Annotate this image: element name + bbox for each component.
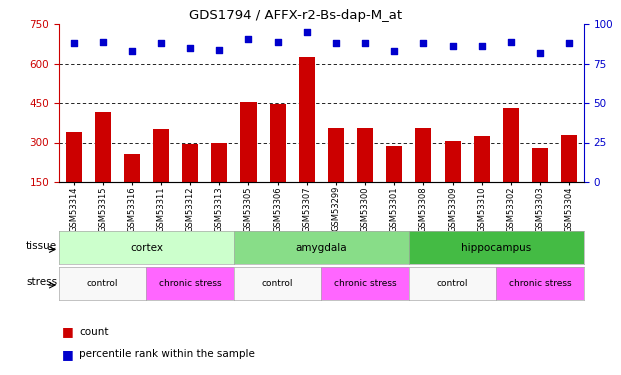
Bar <box>415 128 432 182</box>
Text: stress: stress <box>26 277 57 287</box>
Bar <box>66 132 81 182</box>
Bar <box>270 104 286 182</box>
Point <box>389 48 399 54</box>
Point <box>535 50 545 56</box>
Text: chronic stress: chronic stress <box>333 279 396 288</box>
Text: tissue: tissue <box>26 241 57 251</box>
Bar <box>211 142 227 182</box>
Bar <box>503 108 519 182</box>
Point <box>68 40 78 46</box>
Point <box>419 40 428 46</box>
Bar <box>328 128 344 182</box>
Text: chronic stress: chronic stress <box>509 279 571 288</box>
Bar <box>532 148 548 182</box>
Text: percentile rank within the sample: percentile rank within the sample <box>79 350 255 359</box>
Point <box>273 39 283 45</box>
Point <box>185 45 195 51</box>
Point <box>564 40 574 46</box>
Text: GDS1794 / AFFX-r2-Bs-dap-M_at: GDS1794 / AFFX-r2-Bs-dap-M_at <box>189 9 402 22</box>
Bar <box>95 112 111 182</box>
Bar <box>299 57 315 182</box>
Bar <box>561 135 577 182</box>
Point <box>214 46 224 53</box>
Point <box>360 40 370 46</box>
Text: control: control <box>262 279 293 288</box>
Text: hippocampus: hippocampus <box>461 243 532 253</box>
Bar <box>153 129 169 182</box>
Point <box>506 39 516 45</box>
Point <box>156 40 166 46</box>
Point <box>448 44 458 50</box>
Text: control: control <box>87 279 119 288</box>
Bar <box>474 136 490 182</box>
Bar <box>182 144 198 182</box>
Point <box>302 29 312 35</box>
Bar <box>386 147 402 182</box>
Bar <box>445 141 461 182</box>
Bar <box>357 128 373 182</box>
Text: chronic stress: chronic stress <box>159 279 222 288</box>
Bar <box>240 102 256 182</box>
Point <box>477 44 487 50</box>
Text: amygdala: amygdala <box>296 243 347 253</box>
Text: ■: ■ <box>62 348 74 361</box>
Text: cortex: cortex <box>130 243 163 253</box>
Text: count: count <box>79 327 109 337</box>
Point <box>97 39 107 45</box>
Bar <box>124 154 140 182</box>
Text: control: control <box>437 279 468 288</box>
Point <box>243 36 253 42</box>
Point <box>331 40 341 46</box>
Point <box>127 48 137 54</box>
Text: ■: ■ <box>62 326 74 338</box>
